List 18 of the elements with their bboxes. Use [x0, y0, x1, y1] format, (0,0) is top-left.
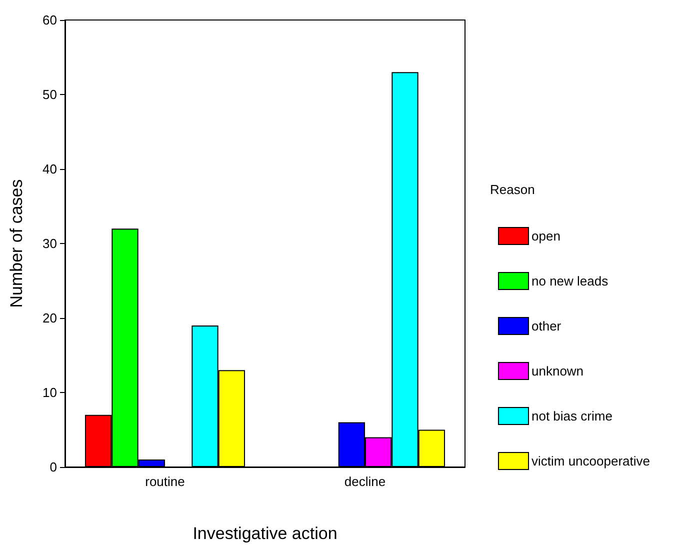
y-tick-label: 10: [42, 385, 57, 400]
y-tick-label: 0: [50, 460, 57, 474]
y-tick-label: 30: [42, 236, 57, 251]
y-tick-label: 60: [42, 12, 57, 28]
legend-label: other: [532, 318, 562, 334]
x-axis-title: Investigative action: [192, 524, 338, 543]
x-tick-label: decline: [344, 474, 386, 489]
legend-label: unknown: [532, 364, 584, 378]
x-tick-label: routine: [145, 474, 185, 489]
legend-label: not bias crime: [532, 408, 612, 424]
y-tick-label: 40: [42, 162, 57, 176]
y-tick-label: 50: [42, 87, 57, 102]
legend-title: Reason: [490, 182, 535, 197]
legend-label: no new leads: [532, 274, 609, 288]
legend-label: open: [532, 228, 560, 244]
y-tick-label: 20: [42, 310, 57, 326]
legend-label: victim uncooperative: [532, 454, 650, 468]
y-axis-title: Number of cases: [7, 179, 26, 308]
